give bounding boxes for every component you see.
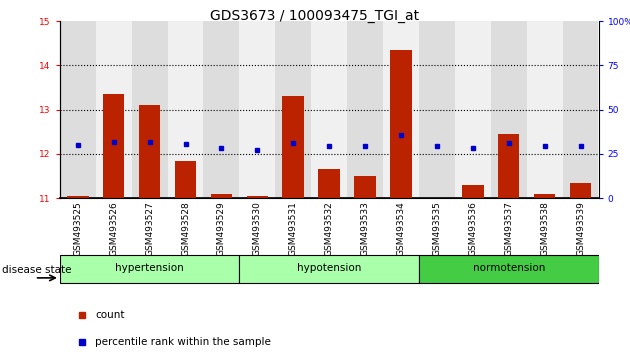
Text: percentile rank within the sample: percentile rank within the sample xyxy=(95,337,271,347)
Bar xyxy=(282,96,304,198)
FancyBboxPatch shape xyxy=(419,255,598,283)
Bar xyxy=(390,50,412,198)
Text: count: count xyxy=(95,310,125,320)
Text: GSM493527: GSM493527 xyxy=(145,201,154,256)
Bar xyxy=(139,105,161,198)
Bar xyxy=(462,185,484,198)
Bar xyxy=(96,21,132,198)
Text: GDS3673 / 100093475_TGI_at: GDS3673 / 100093475_TGI_at xyxy=(210,9,420,23)
Text: GSM493538: GSM493538 xyxy=(540,201,549,256)
Bar xyxy=(318,170,340,198)
Bar xyxy=(311,21,347,198)
Bar xyxy=(67,196,89,198)
Text: GSM493526: GSM493526 xyxy=(109,201,118,256)
Bar xyxy=(246,196,268,198)
Text: GSM493533: GSM493533 xyxy=(360,201,370,256)
Bar xyxy=(383,21,419,198)
Bar xyxy=(498,134,520,198)
Bar xyxy=(275,21,311,198)
Bar xyxy=(491,21,527,198)
Text: GSM493529: GSM493529 xyxy=(217,201,226,256)
Bar xyxy=(563,21,598,198)
Bar xyxy=(419,21,455,198)
Text: GSM493531: GSM493531 xyxy=(289,201,298,256)
FancyBboxPatch shape xyxy=(239,255,419,283)
Bar xyxy=(354,176,376,198)
Text: GSM493537: GSM493537 xyxy=(504,201,513,256)
Bar xyxy=(103,94,125,198)
Bar xyxy=(570,183,592,198)
Text: GSM493528: GSM493528 xyxy=(181,201,190,256)
Text: GSM493535: GSM493535 xyxy=(432,201,442,256)
Text: disease state: disease state xyxy=(2,265,71,275)
Bar xyxy=(60,21,96,198)
Bar xyxy=(534,194,556,198)
Bar xyxy=(455,21,491,198)
Bar xyxy=(175,161,197,198)
Bar xyxy=(347,21,383,198)
Text: GSM493532: GSM493532 xyxy=(324,201,334,256)
FancyBboxPatch shape xyxy=(60,255,239,283)
Text: GSM493525: GSM493525 xyxy=(73,201,83,256)
Bar xyxy=(132,21,168,198)
Text: GSM493536: GSM493536 xyxy=(468,201,478,256)
Text: hypotension: hypotension xyxy=(297,263,362,273)
Text: normotension: normotension xyxy=(472,263,545,273)
Bar xyxy=(210,194,232,198)
Text: GSM493530: GSM493530 xyxy=(253,201,262,256)
Bar xyxy=(168,21,203,198)
Text: GSM493539: GSM493539 xyxy=(576,201,585,256)
Text: hypertension: hypertension xyxy=(115,263,184,273)
Bar xyxy=(203,21,239,198)
Bar xyxy=(239,21,275,198)
Text: GSM493534: GSM493534 xyxy=(396,201,406,256)
Bar xyxy=(527,21,563,198)
